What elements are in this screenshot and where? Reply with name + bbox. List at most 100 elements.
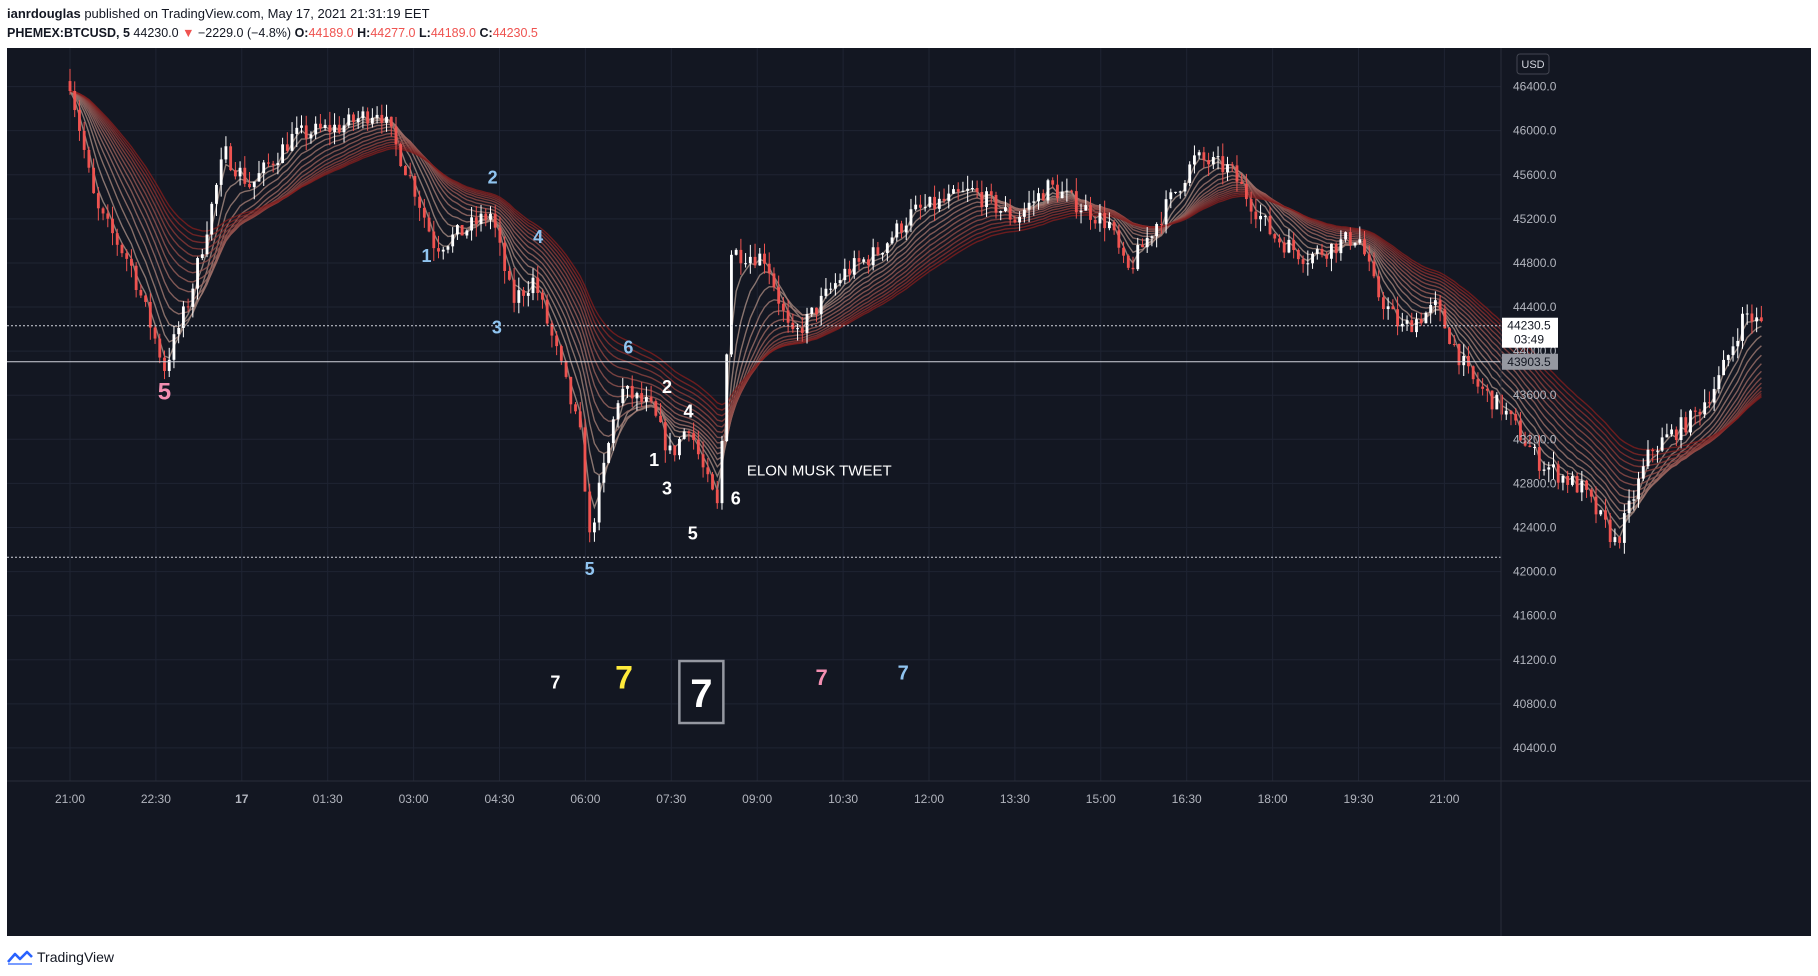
candle xyxy=(1004,196,1007,213)
candle-body xyxy=(550,323,554,336)
candle xyxy=(115,228,119,256)
candle-body xyxy=(323,124,327,128)
candle xyxy=(857,250,861,271)
candle xyxy=(120,242,124,258)
candle xyxy=(1169,188,1173,209)
candle-body xyxy=(1155,223,1159,237)
candle-body xyxy=(1594,496,1598,515)
candle-body xyxy=(267,162,270,164)
candle-body xyxy=(1547,467,1551,470)
candle-body xyxy=(739,249,743,264)
candle xyxy=(1254,198,1258,229)
candle-body xyxy=(541,293,544,300)
candle-body xyxy=(696,439,700,455)
candle-body xyxy=(829,288,833,290)
candle xyxy=(1377,270,1381,301)
grid-lines xyxy=(7,48,1501,781)
candle xyxy=(1089,196,1092,230)
candle-body xyxy=(867,259,870,266)
candle-body xyxy=(857,258,861,262)
wave-label[interactable]: 7 xyxy=(816,665,828,690)
wave-label[interactable]: 7 xyxy=(550,672,560,692)
x-tick-label: 12:00 xyxy=(914,792,944,806)
candle-body xyxy=(404,166,407,176)
wave-label[interactable]: 4 xyxy=(683,401,693,421)
candle-body xyxy=(720,440,724,504)
last-price-box[interactable] xyxy=(1502,317,1558,348)
candle xyxy=(191,283,195,318)
candle-body xyxy=(994,194,998,213)
symbol-label[interactable]: PHEMEX:BTCUSD, 5 xyxy=(7,26,130,40)
candle-body xyxy=(1519,420,1522,441)
candle xyxy=(725,353,729,443)
wave-label[interactable]: 2 xyxy=(662,377,672,397)
open-label: O: xyxy=(294,26,309,40)
wave-label[interactable]: 3 xyxy=(492,317,502,337)
publish-line: ianrdouglas published on TradingView.com… xyxy=(7,6,430,21)
candle xyxy=(1424,311,1428,324)
candle-body xyxy=(512,279,516,303)
wave-label[interactable]: 1 xyxy=(421,246,431,266)
elon-musk-tweet-label[interactable]: ELON MUSK TWEET xyxy=(747,463,892,480)
price-axis[interactable]: 46400.0 46000.0 45600.0 45200.0 44800.0 44400… xyxy=(1500,48,1558,936)
wave-label[interactable]: 7 xyxy=(615,659,633,695)
candle xyxy=(1608,513,1612,548)
wave-label[interactable]: 5 xyxy=(158,379,171,406)
candle xyxy=(1585,479,1588,498)
currency-box[interactable] xyxy=(1516,53,1550,75)
wave-label[interactable]: 4 xyxy=(533,227,543,247)
ribbon-line xyxy=(69,90,1762,529)
candle-body xyxy=(1717,375,1721,389)
wave-label[interactable]: 6 xyxy=(731,488,741,508)
candle-body xyxy=(777,287,781,304)
candle xyxy=(380,104,384,134)
candle xyxy=(309,131,313,144)
candle xyxy=(1391,299,1395,310)
wave-label[interactable]: 7 xyxy=(898,663,909,685)
wave-label[interactable]: 1 xyxy=(649,450,659,470)
candle xyxy=(682,428,686,440)
candle xyxy=(106,204,110,228)
candle xyxy=(871,238,875,271)
brand-name[interactable]: TradingView xyxy=(37,949,115,965)
price-change: −2229.0 (−4.8%) xyxy=(197,26,292,40)
candle xyxy=(342,118,346,143)
chart-panel[interactable]: 5 1 2 3 4 6 5 2 4 1 3 5 6 7 7 7 7 7 ELON MUSK TWEET 46400.… xyxy=(7,48,1811,936)
candle xyxy=(73,81,77,118)
candle-body xyxy=(1509,410,1513,415)
candle xyxy=(455,224,459,240)
candle xyxy=(1330,243,1333,272)
wave-label[interactable]: 5 xyxy=(585,559,595,579)
candle xyxy=(1566,470,1570,494)
boxed-wave-frame[interactable] xyxy=(678,659,725,725)
wave-label[interactable]: 6 xyxy=(623,337,633,357)
horizontal-lines[interactable] xyxy=(7,325,1501,558)
candle-body xyxy=(446,246,450,250)
wave-label[interactable]: 3 xyxy=(662,478,672,498)
candle xyxy=(975,180,979,198)
candle xyxy=(1155,222,1159,248)
candle-body xyxy=(134,265,138,291)
candle xyxy=(767,252,771,285)
candle-body xyxy=(389,116,393,127)
wave-label[interactable]: 2 xyxy=(488,168,498,188)
candle xyxy=(1292,232,1296,259)
candle xyxy=(602,453,606,493)
y-tick-label: 45200.0 xyxy=(1513,212,1557,226)
close-label: C: xyxy=(479,26,493,40)
level-price-box[interactable] xyxy=(1502,353,1558,370)
candle xyxy=(300,115,303,134)
time-axis[interactable]: 21:00 22:30 17 01:30 03:00 04:30 06:00 07:30 09:… xyxy=(7,780,1811,806)
candle xyxy=(1646,440,1650,469)
candle-body xyxy=(881,252,885,255)
candle xyxy=(1164,190,1168,234)
candle xyxy=(229,142,233,172)
candle-body xyxy=(701,454,705,468)
ohlc-legend: PHEMEX:BTCUSD, 5 44230.0 ▼ −2229.0 (−4.8… xyxy=(7,26,538,40)
wave-label[interactable]: 5 xyxy=(688,524,698,544)
author-name[interactable]: ianrdouglas xyxy=(7,6,81,21)
candle xyxy=(1117,224,1121,254)
candle xyxy=(933,185,937,221)
